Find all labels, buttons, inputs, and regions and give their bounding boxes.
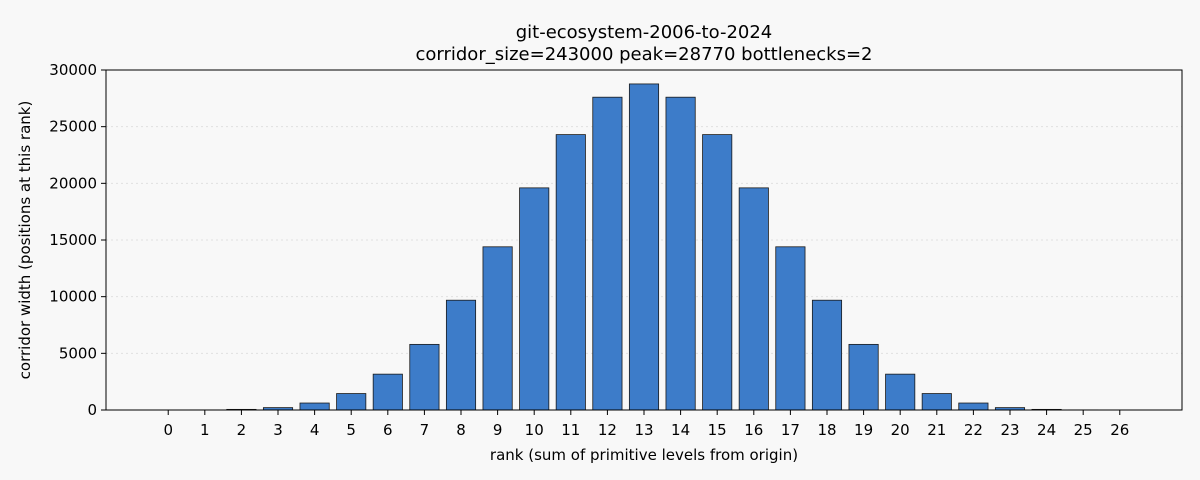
bar bbox=[628, 83, 660, 411]
bar bbox=[665, 96, 696, 411]
x-tick-label: 12 bbox=[598, 421, 617, 439]
grid-lines bbox=[106, 126, 1182, 354]
x-tick-label: 17 bbox=[781, 421, 800, 439]
x-tick-label: 15 bbox=[708, 421, 727, 439]
x-tick-label: 7 bbox=[420, 421, 430, 439]
bar bbox=[885, 373, 916, 411]
bar bbox=[775, 246, 806, 411]
plot-frame bbox=[105, 69, 1183, 411]
bar bbox=[848, 343, 879, 411]
y-tick-label: 15000 bbox=[49, 231, 97, 249]
x-tick-label: 2 bbox=[237, 421, 247, 439]
bar bbox=[921, 393, 952, 411]
y-tick-label: 5000 bbox=[59, 344, 97, 362]
bar bbox=[299, 402, 330, 411]
x-tick-label: 22 bbox=[964, 421, 983, 439]
x-tick-label: 8 bbox=[456, 421, 466, 439]
bars-group bbox=[153, 83, 1135, 411]
x-tick-label: 9 bbox=[493, 421, 503, 439]
bar bbox=[445, 299, 477, 411]
x-tick-label: 5 bbox=[346, 421, 356, 439]
x-tick-label: 25 bbox=[1074, 421, 1093, 439]
y-tick-label: 30000 bbox=[49, 61, 97, 79]
y-axis-label: corridor width (positions at this rank) bbox=[16, 101, 34, 380]
y-tick-label: 10000 bbox=[49, 288, 97, 306]
chart-title: git-ecosystem-2006-to-2024 bbox=[516, 22, 773, 43]
bar bbox=[811, 299, 843, 411]
bar bbox=[336, 393, 367, 411]
x-tick-label: 11 bbox=[561, 421, 580, 439]
bar bbox=[555, 134, 586, 411]
chart-subtitle: corridor_size=243000 peak=28770 bottlene… bbox=[415, 44, 872, 65]
x-tick-label: 23 bbox=[1000, 421, 1019, 439]
x-tick-label: 3 bbox=[273, 421, 283, 439]
bar bbox=[738, 187, 769, 411]
x-tick-label: 6 bbox=[383, 421, 393, 439]
bar bbox=[519, 187, 550, 411]
x-axis-label: rank (sum of primitive levels from origi… bbox=[490, 446, 798, 464]
bar bbox=[482, 246, 513, 411]
x-tick-label: 0 bbox=[163, 421, 173, 439]
bar bbox=[702, 134, 733, 411]
x-tick-label: 21 bbox=[927, 421, 946, 439]
bar bbox=[409, 343, 440, 411]
x-tick-label: 13 bbox=[634, 421, 653, 439]
x-tick-label: 14 bbox=[671, 421, 690, 439]
y-tick-label: 0 bbox=[87, 401, 97, 419]
x-tick-label: 4 bbox=[310, 421, 320, 439]
x-tick-label: 10 bbox=[525, 421, 544, 439]
x-tick-label: 16 bbox=[744, 421, 763, 439]
bar bbox=[592, 96, 623, 411]
bar bbox=[958, 402, 989, 411]
x-ticks: 0 1 2 3 4 5 6 7 8 9 10 11 12 13 14 15 16 17 18 19 20 21 22 23 24… bbox=[163, 410, 1129, 439]
bar bbox=[372, 373, 403, 411]
x-tick-label: 20 bbox=[891, 421, 910, 439]
y-ticks: 0 5000 10000 15000 20000 25000 30000 bbox=[49, 61, 106, 419]
x-tick-label: 18 bbox=[817, 421, 836, 439]
x-tick-label: 1 bbox=[200, 421, 210, 439]
y-tick-label: 25000 bbox=[49, 118, 97, 136]
x-tick-label: 24 bbox=[1037, 421, 1056, 439]
x-tick-label: 19 bbox=[854, 421, 873, 439]
x-tick-label: 26 bbox=[1110, 421, 1129, 439]
y-tick-label: 20000 bbox=[49, 174, 97, 192]
